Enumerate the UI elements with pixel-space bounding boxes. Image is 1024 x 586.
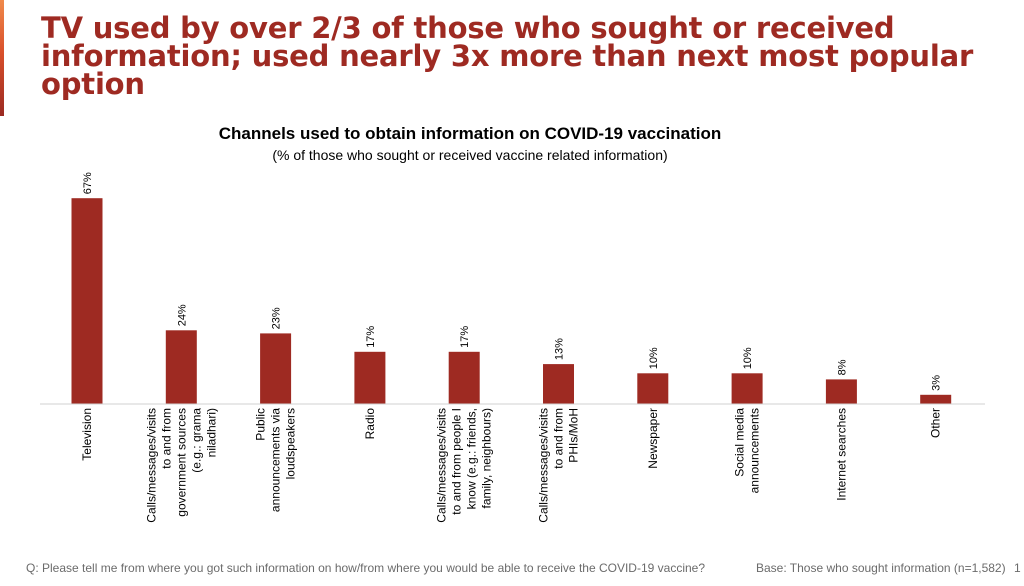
chart-title: Channels used to obtain information on C…	[218, 124, 722, 143]
bar-value-label: 10%	[742, 347, 754, 369]
bar	[543, 364, 574, 404]
footer-question: Q: Please tell me from where you got suc…	[26, 561, 706, 575]
slide-headline: TV used by over 2/3 of those who sought …	[41, 11, 974, 101]
bar	[448, 351, 480, 404]
bar	[825, 379, 857, 404]
bar	[71, 198, 103, 404]
bar-value-label: 3%	[931, 375, 943, 391]
bar	[165, 330, 197, 404]
bar-value-label: 17%	[365, 326, 377, 348]
bar	[637, 373, 669, 404]
bar	[354, 351, 386, 404]
category-label: Radio	[363, 408, 377, 440]
category-label: Newspaper	[646, 408, 660, 469]
bar	[920, 394, 952, 404]
category-label: Calls/messages/visitsto and fromgovernme…	[144, 408, 218, 523]
bar-value-label: 8%	[836, 359, 848, 375]
bar-value-label: 10%	[648, 347, 660, 369]
chart-subtitle: (% of those who sought or received vacci…	[272, 147, 668, 163]
footer-base: Base: Those who sought information (n=1,…	[756, 561, 1006, 575]
category-label: Other	[929, 408, 943, 438]
bar-value-label: 17%	[459, 326, 471, 348]
category-label: Social mediaannouncements	[733, 408, 762, 494]
accent-bar	[0, 0, 4, 116]
category-label: Calls/messages/visitsto and from people …	[435, 408, 494, 523]
bar	[260, 333, 292, 404]
bar	[731, 373, 763, 404]
bar-value-label: 67%	[82, 172, 94, 194]
category-label: Television	[80, 408, 94, 461]
page-number: 1	[1014, 561, 1021, 575]
bar-value-label: 24%	[176, 304, 188, 326]
category-label: Calls/messages/visitsto and fromPHIs/MoH	[537, 408, 581, 523]
category-label: Internet searches	[834, 408, 848, 501]
bar-value-label: 23%	[271, 307, 283, 329]
bar-value-label: 13%	[554, 338, 566, 360]
category-label: Publicannouncements vialoudspeakers	[254, 408, 298, 512]
